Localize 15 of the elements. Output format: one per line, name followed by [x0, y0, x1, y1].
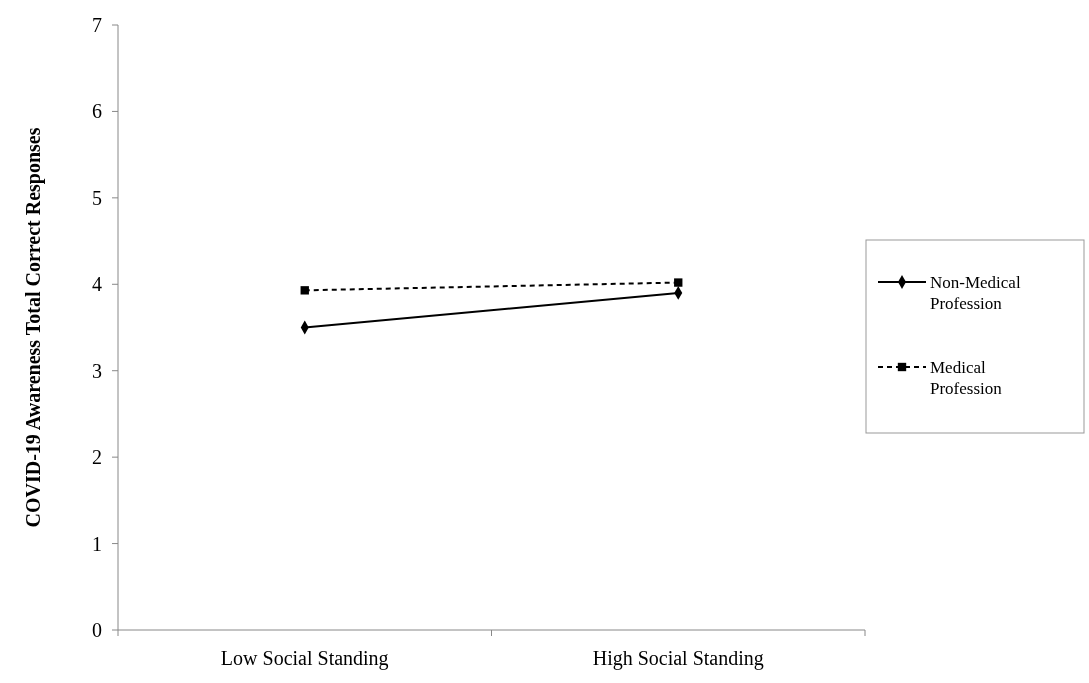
y-tick-label: 7: [92, 14, 102, 36]
y-tick-label: 2: [92, 446, 102, 469]
legend-label: Non-Medical Profession: [930, 272, 1021, 314]
y-tick-label: 6: [92, 100, 102, 123]
point: [674, 278, 683, 287]
y-tick-label: 0: [92, 619, 102, 641]
y-tick-label: 4: [92, 273, 102, 296]
y-axis-title: COVID-19 Awareness Total Correct Responses: [22, 127, 45, 528]
x-tick-label: High Social Standing: [592, 647, 764, 670]
legend-label: Medical Profession: [930, 357, 1003, 399]
y-tick-label: 5: [92, 186, 102, 209]
y-tick-label: 1: [92, 532, 102, 555]
x-tick-label: Low Social Standing: [220, 647, 389, 670]
point: [300, 286, 309, 295]
y-tick-label: 3: [92, 359, 102, 382]
